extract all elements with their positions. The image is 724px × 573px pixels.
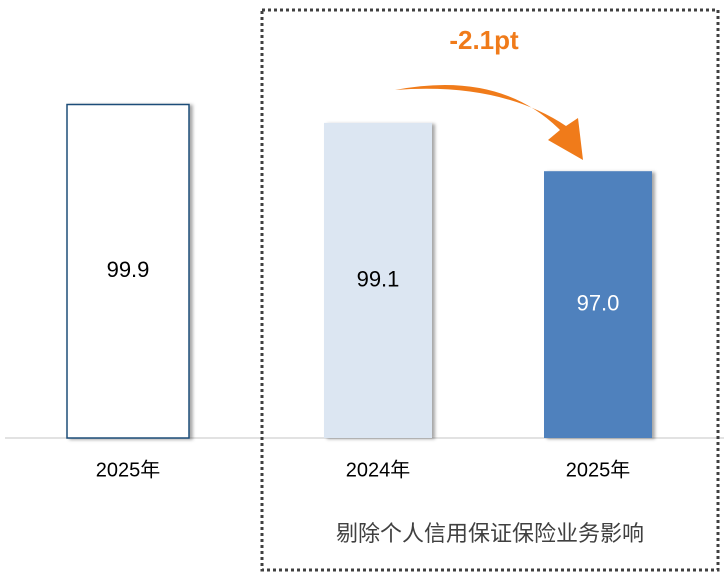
- group-label: 剔除个人信用保证保险业务影响: [336, 521, 644, 546]
- bar: [66, 103, 190, 439]
- value-label: 99.1: [357, 266, 400, 291]
- x-tick-label: 2025年: [566, 458, 631, 481]
- bar: [544, 171, 652, 438]
- group-box: [260, 8, 720, 572]
- bar: [324, 122, 432, 439]
- value-label: 99.9: [107, 257, 150, 282]
- value-label: 97.0: [577, 290, 620, 315]
- annotation: -2.1pt: [449, 25, 519, 55]
- x-tick-label: 2024年: [346, 458, 411, 481]
- x-tick-label: 2025年: [96, 458, 161, 481]
